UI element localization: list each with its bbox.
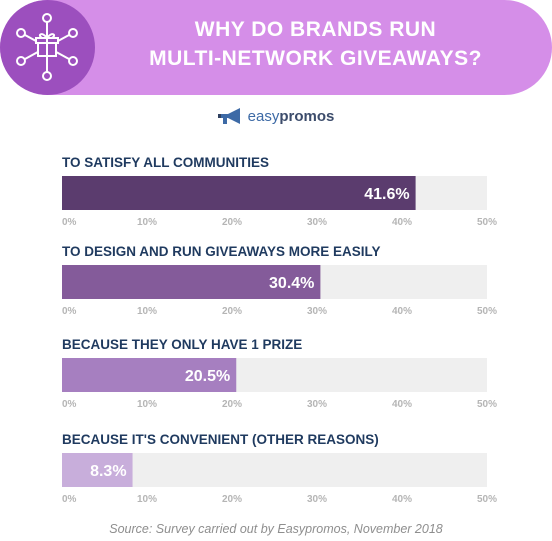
tick-label: 0% xyxy=(62,217,77,228)
tick-label: 30% xyxy=(307,306,327,317)
category-label: BECAUSE IT'S CONVENIENT (OTHER REASONS) xyxy=(62,432,379,447)
source-note: Source: Survey carried out by Easypromos… xyxy=(109,522,443,536)
gift-network-icon xyxy=(0,0,95,95)
tick-label: 10% xyxy=(137,494,157,505)
bar xyxy=(62,358,237,392)
logo-text-promos: promos xyxy=(279,107,335,125)
tick-label: 40% xyxy=(392,494,412,505)
tick-label: 10% xyxy=(137,306,157,317)
tick-label: 10% xyxy=(137,399,157,410)
tick-label: 0% xyxy=(62,399,77,410)
bar-value-label: 30.4% xyxy=(269,275,314,292)
logo-text: easypromos xyxy=(248,108,335,125)
tick-label: 30% xyxy=(307,399,327,410)
tick-label: 20% xyxy=(222,306,242,317)
tick-label: 40% xyxy=(392,306,412,317)
easypromos-logo: easypromos xyxy=(0,105,552,127)
category-label: TO SATISFY ALL COMMUNITIES xyxy=(62,155,269,170)
bar xyxy=(62,176,416,210)
title-line-2: MULTI-NETWORK GIVEAWAYS? xyxy=(149,47,482,70)
tick-label: 50% xyxy=(477,494,497,505)
tick-label: 20% xyxy=(222,399,242,410)
megaphone-icon xyxy=(217,108,240,124)
bar xyxy=(62,453,133,487)
tick-label: 50% xyxy=(477,306,497,317)
tick-label: 40% xyxy=(392,217,412,228)
tick-label: 30% xyxy=(307,217,327,228)
bar-value-label: 41.6% xyxy=(364,186,409,203)
tick-label: 10% xyxy=(137,217,157,228)
tick-label: 0% xyxy=(62,494,77,505)
tick-label: 20% xyxy=(222,494,242,505)
tick-label: 50% xyxy=(477,399,497,410)
page-title: WHY DO BRANDS RUN MULTI-NETWORK GIVEAWAY… xyxy=(95,15,536,73)
tick-label: 20% xyxy=(222,217,242,228)
bar-value-label: 8.3% xyxy=(90,463,126,480)
tick-label: 40% xyxy=(392,399,412,410)
bar-value-label: 20.5% xyxy=(185,368,230,385)
title-line-1: WHY DO BRANDS RUN xyxy=(194,18,437,41)
bar-track xyxy=(62,453,487,487)
bar xyxy=(62,265,321,299)
category-label: TO DESIGN AND RUN GIVEAWAYS MORE EASILY xyxy=(62,244,381,259)
tick-label: 50% xyxy=(477,217,497,228)
tick-label: 0% xyxy=(62,306,77,317)
category-label: BECAUSE THEY ONLY HAVE 1 PRIZE xyxy=(62,337,302,352)
logo-text-easy: easy xyxy=(247,107,280,125)
tick-label: 30% xyxy=(307,494,327,505)
